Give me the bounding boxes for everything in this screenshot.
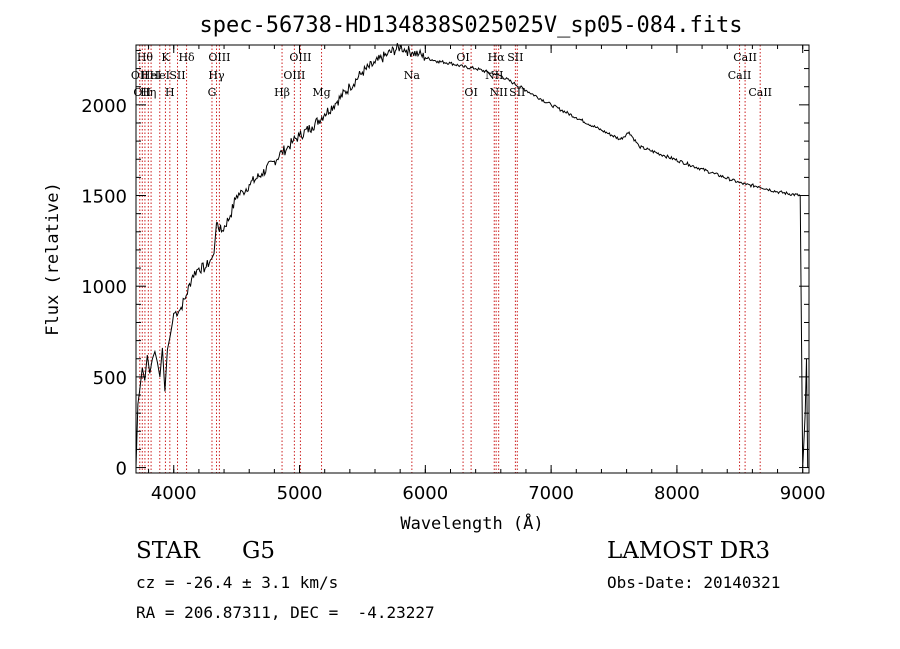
y-tick-label-2: 1000 <box>81 277 127 298</box>
spectrum-line <box>135 43 809 468</box>
x-tick-label-5: 9000 <box>780 483 826 504</box>
observation-date: Obs-Date: 20140321 <box>607 573 781 592</box>
line-label-8: SII <box>169 69 185 82</box>
line-label-3: Hη <box>140 86 156 99</box>
line-label-0: OII <box>131 69 149 82</box>
line-label-5: HeI <box>150 69 170 82</box>
x-tick-label-4: 8000 <box>654 483 700 504</box>
line-label-19: OI <box>464 86 477 99</box>
line-label-9: Hδ <box>178 51 195 64</box>
line-label-24: SII <box>509 86 525 99</box>
y-tick-label-1: 500 <box>93 368 127 389</box>
survey-name: LAMOST DR3 <box>607 538 771 564</box>
x-axis-ticks: 4000 5000 6000 7000 8000 9000 <box>148 45 826 504</box>
object-type: STAR <box>136 538 200 564</box>
emission-line-markers <box>139 45 761 473</box>
chart-title: spec-56738-HD134838S025025V_sp05-084.fit… <box>199 13 742 38</box>
line-label-7: H <box>165 86 175 99</box>
line-label-1: OII <box>133 86 151 99</box>
line-label-16: Mg <box>312 86 330 99</box>
line-label-6: K <box>161 51 170 64</box>
x-tick-label-0: 4000 <box>151 483 197 504</box>
line-label-25: CaII <box>728 69 752 82</box>
line-label-17: Na <box>404 69 421 82</box>
x-tick-label-3: 7000 <box>528 483 574 504</box>
y-tick-label-4: 2000 <box>81 96 127 117</box>
line-label-11: Hγ <box>208 69 225 82</box>
line-label-15: OIII <box>289 51 311 64</box>
x-axis-label: Wavelength (Å) <box>400 512 543 534</box>
line-label-12: OIII <box>208 51 230 64</box>
spectral-subclass: G5 <box>242 538 276 564</box>
x-tick-label-2: 6000 <box>402 483 448 504</box>
plot-frame <box>135 44 810 474</box>
coordinates: RA = 206.87311, DEC = -4.23227 <box>136 603 435 622</box>
y-tick-label-0: 0 <box>116 459 127 480</box>
line-label-22: NII <box>490 86 508 99</box>
line-label-20: NII <box>485 69 503 82</box>
x-tick-label-1: 5000 <box>277 483 323 504</box>
y-tick-label-3: 1500 <box>81 187 127 208</box>
line-label-2: Hθ <box>137 51 154 64</box>
line-label-10: G <box>208 86 217 99</box>
line-label-13: Hβ <box>274 86 290 99</box>
line-label-18: OI <box>456 51 469 64</box>
line-label-14: OIII <box>283 69 305 82</box>
line-label-4: HeI <box>141 69 161 82</box>
line-label-21: Hα <box>488 51 506 64</box>
redshift-cz: cz = -26.4 ± 3.1 km/s <box>136 573 339 592</box>
emission-line-labels: OIIOIIHθHηHeIHeIKHSIIHδGHγOIIIHβOIIIOIII… <box>131 51 772 99</box>
y-axis-ticks: 0 500 1000 1500 2000 <box>81 49 809 480</box>
y-axis-label: Flux (relative) <box>43 182 63 336</box>
line-label-23: SII <box>507 51 523 64</box>
line-label-27: CaII <box>748 86 772 99</box>
line-label-26: CaII <box>733 51 757 64</box>
